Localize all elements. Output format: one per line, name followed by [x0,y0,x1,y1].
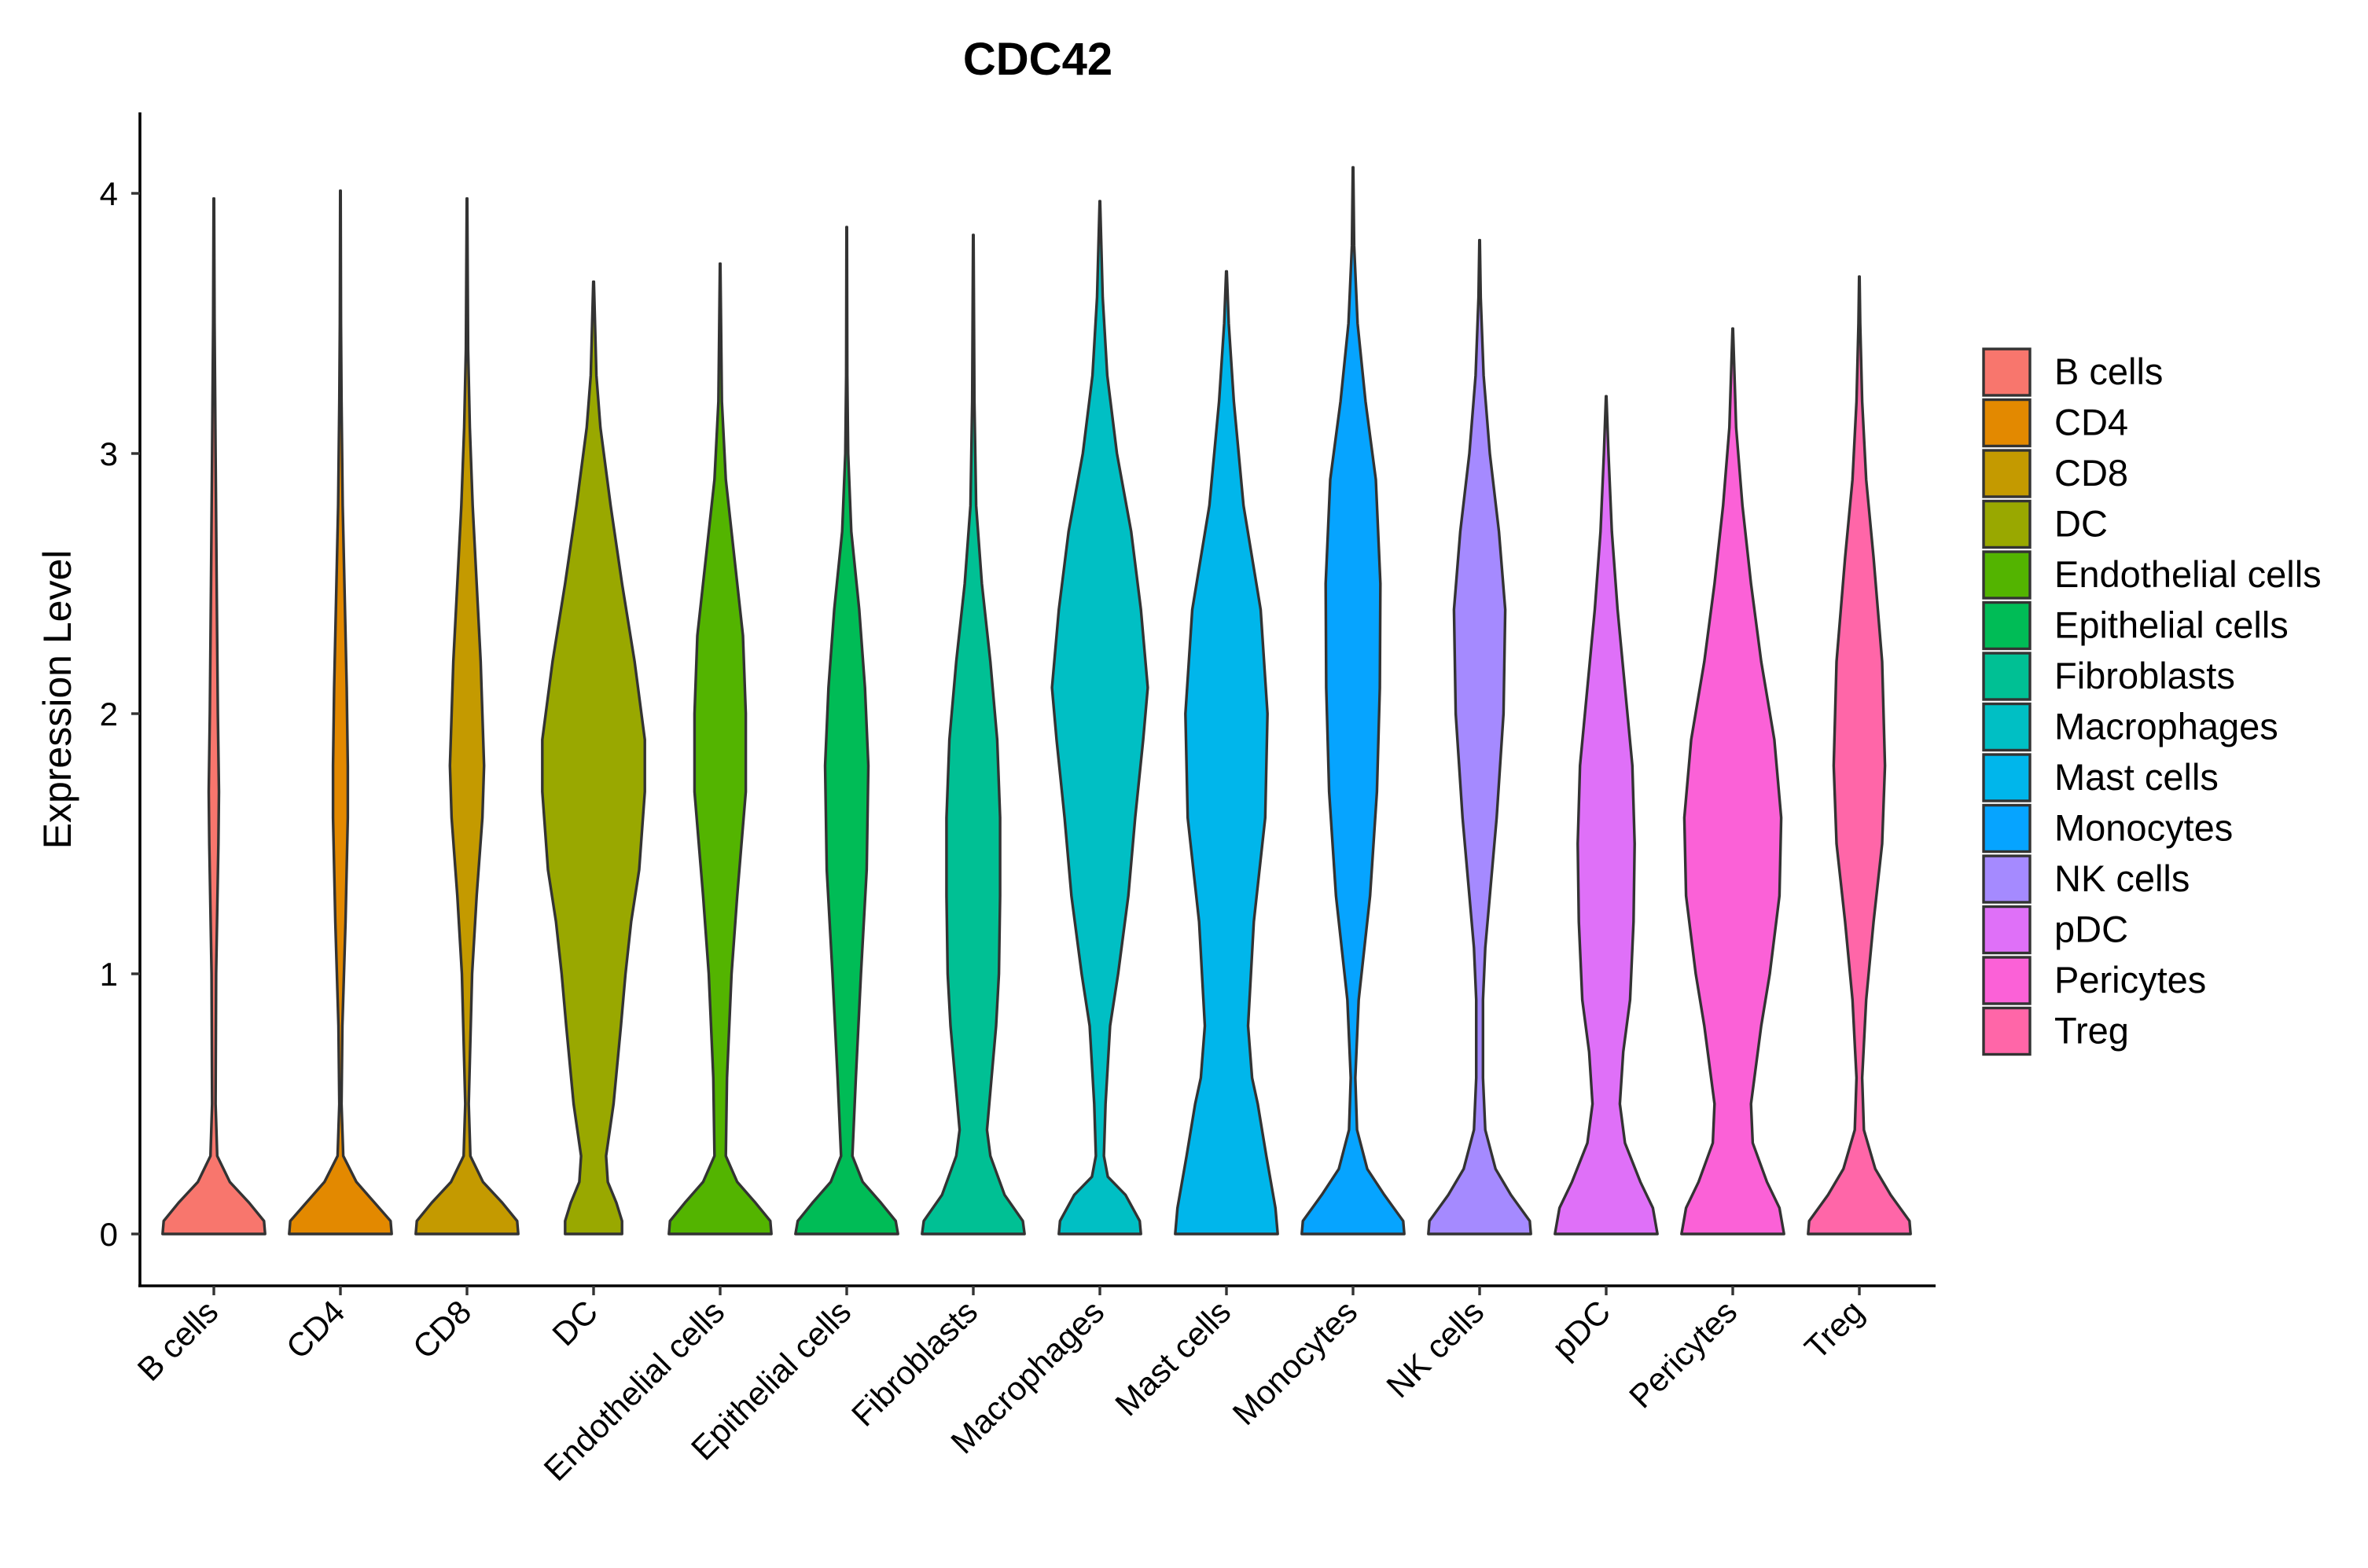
legend-key-dc [1982,499,2032,549]
legend-key-endothelial-cells [1982,550,2032,600]
legend-label-endothelial-cells: Endothelial cells [2054,553,2322,595]
legend-label-fibroblasts: Fibroblasts [2054,655,2235,696]
y-axis-title: Expression Level [35,550,79,850]
legend-key-cd4 [1982,398,2032,448]
y-axis-ticks: 0 1 2 3 4 [100,175,140,1253]
x-tick-label-cd8: CD8 [406,1293,479,1366]
legend-label-cd8: CD8 [2054,452,2128,494]
x-tick-label-nk-cells: NK cells [1379,1293,1491,1405]
x-tick-label-cd4: CD4 [279,1293,352,1366]
violin-monocytes [1300,166,1406,1236]
legend-key-pdc [1982,905,2032,955]
y-tick-label: 1 [100,956,118,993]
legend-key-pericytes [1982,956,2032,1005]
chart-title: CDC42 [963,34,1112,85]
x-tick-label-b-cells: B cells [131,1293,226,1388]
y-tick-label: 0 [100,1216,118,1253]
legend-label-monocytes: Monocytes [2054,807,2233,849]
x-tick-label-pdc: pDC [1545,1293,1618,1366]
legend-key-monocytes [1982,803,2032,854]
legend-key-macrophages [1982,702,2032,752]
violin-fibroblasts [921,233,1026,1236]
violin-epithelial-cells [794,226,899,1236]
legend-key-treg [1982,1006,2032,1056]
legend-key-epithelial-cells [1982,600,2032,651]
legend-label-cd4: CD4 [2054,402,2128,443]
x-tick-label-mast-cells: Mast cells [1108,1293,1237,1423]
violin-pdc [1554,395,1659,1236]
violin-mast-cells [1174,270,1279,1236]
legend-key-fibroblasts [1982,652,2032,701]
violin-nk-cells [1427,238,1532,1236]
violin-cd8 [414,196,520,1236]
x-tick-label-dc: DC [545,1293,605,1353]
violin-pericytes [1680,327,1785,1236]
legend-label-epithelial-cells: Epithelial cells [2054,604,2289,646]
violin-macrophages [1050,200,1149,1236]
legend-key-cd8 [1982,449,2032,498]
legend-label-pdc: pDC [2054,909,2128,950]
legend-key-mast-cells [1982,753,2032,802]
y-tick-label: 4 [100,175,118,212]
legend-key-nk-cells [1982,854,2032,904]
y-tick-label: 2 [100,696,118,733]
legend-label-b-cells: B cells [2054,351,2163,392]
violin-layer [161,166,1912,1236]
legend-label-dc: DC [2054,503,2108,545]
violin-cd4 [288,189,393,1236]
legend-label-treg: Treg [2054,1010,2129,1052]
legend: B cells CD4 CD8 DC Endothelial cells Epitheli… [1982,347,2322,1056]
legend-label-pericytes: Pericytes [2054,959,2206,1001]
violin-treg [1807,275,1912,1236]
legend-label-nk-cells: NK cells [2054,857,2190,899]
y-tick-label: 3 [100,435,118,472]
violin-endothelial-cells [667,262,773,1236]
x-tick-label-monocytes: Monocytes [1226,1293,1365,1432]
legend-label-macrophages: Macrophages [2054,706,2278,747]
legend-key-b-cells [1982,347,2032,397]
x-tick-label-fibroblasts: Fibroblasts [844,1293,984,1433]
x-tick-label-treg: Treg [1797,1293,1870,1366]
legend-label-mast-cells: Mast cells [2054,756,2219,798]
violin-b-cells [161,196,267,1236]
x-tick-label-pericytes: Pericytes [1622,1293,1744,1415]
violin-dc [541,280,646,1236]
